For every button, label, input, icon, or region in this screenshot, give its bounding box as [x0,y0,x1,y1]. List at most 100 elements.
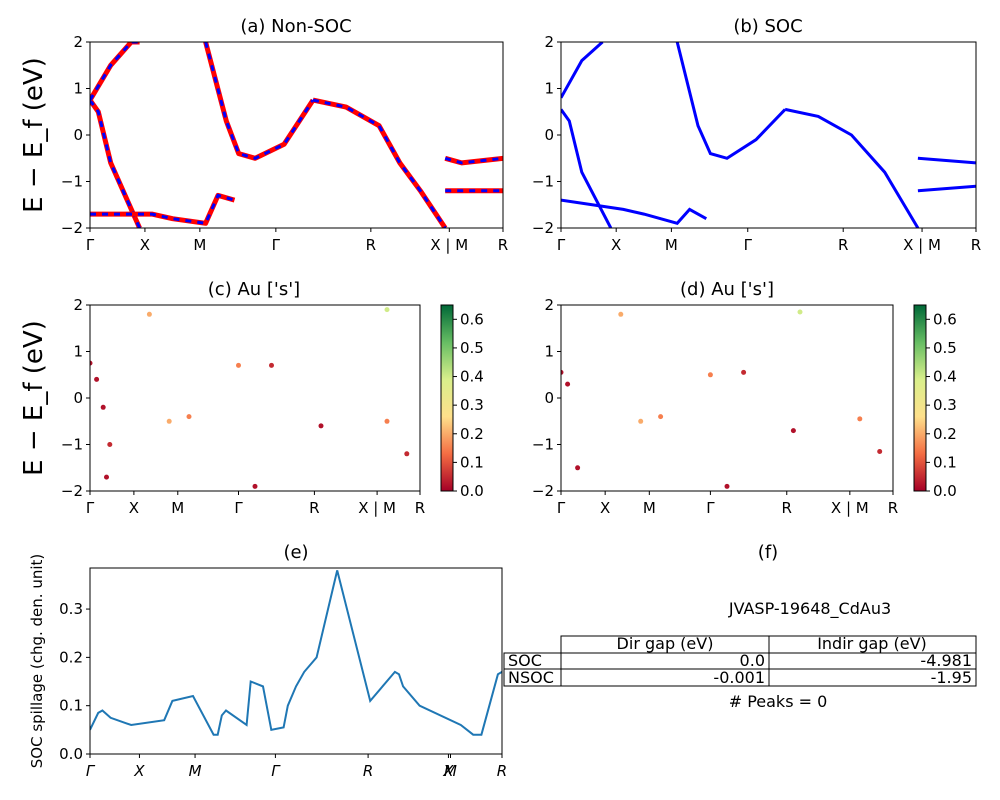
xtick-label: Γ [234,499,243,517]
panel-b-title: (b) SOC [733,16,802,37]
xtick-label: X | M [831,499,869,517]
scatter-point [269,362,274,368]
xtick-label: R [888,499,898,517]
xtick-label: X | M [430,236,468,254]
ytick-label: −1 [532,436,554,454]
scatter-point [318,423,324,429]
scatter-point [104,474,109,480]
colorbar [913,304,927,492]
ytick-label: 0 [544,389,554,407]
xtick-label: X | M [358,499,396,517]
band-line-blue [917,156,976,165]
scatter-point [186,414,192,420]
plot-area-b [561,42,976,228]
scatter-point [877,449,883,454]
xtick-label: Γ [86,762,96,780]
panel-f-table: JVASP-19648_CdAu3 Dir gap (eV) Indir gap… [503,599,977,711]
material-id: JVASP-19648_CdAu3 [728,599,891,619]
xtick-label: M [171,499,184,517]
scatter-point [107,442,113,447]
scatter-point [561,369,564,375]
ytick-label: 0.3 [59,600,83,618]
band-line-blue-dashed [90,193,235,225]
colorbar-label: 0.2 [933,425,957,443]
scatter-point [384,418,390,424]
row-soc-label: SOC [508,651,542,670]
colorbar-label: 0.4 [933,368,957,386]
panel-e: 0.00.10.20.3Γ X M Γ R XM R [59,567,507,780]
ytick-label: −2 [532,482,554,500]
colorbar-label: 0.0 [933,482,957,500]
colorbar-label: 0.2 [460,425,484,443]
xtick-label: M [643,499,656,517]
colorbar-label: 0.1 [933,453,957,471]
xtick-label: R [838,236,848,254]
peaks-count: # Peaks = 0 [729,692,828,711]
panel-d-title: (d) Au ['s'] [680,279,774,300]
panel-f-title: (f) [758,542,778,563]
ytick-label: 0.2 [59,648,83,666]
xtick-label: X [133,762,145,780]
ytick-label: −1 [532,173,554,191]
header-indir-gap: Indir gap (eV) [817,634,927,653]
colorbar-label: 0.6 [460,310,484,328]
row-soc-dir: 0.0 [740,651,765,670]
ytick-label: 1 [73,80,83,98]
xtick-label: R [498,236,508,254]
ytick-label: −2 [61,482,83,500]
panel-e-ylabel: SOC spillage (chg. den. unit) [28,554,46,769]
ytick-label: −2 [532,219,554,237]
colorbar-label: 0.0 [460,482,484,500]
ytick-label: 0.0 [59,745,83,763]
xtick-label: M [193,236,206,254]
ytick-label: 0.1 [59,697,83,715]
scatter-point [252,483,258,489]
xtick-label: X [600,499,610,517]
scatter-point [707,372,713,378]
scatter-point [797,309,803,315]
scatter-point [857,416,863,422]
scatter-point [658,414,664,420]
colorbar-label: 0.6 [933,310,957,328]
scatter-point [404,451,410,457]
scatter-point [100,404,106,410]
colorbar-label: 0.5 [933,339,957,357]
spillage-line [90,570,502,736]
scatter-point [384,307,390,313]
scatter-point [741,369,747,375]
xtick-label: M [665,236,678,254]
band-line-blue [561,42,604,99]
scatter-point [618,311,624,317]
xtick-label: Γ [557,236,566,254]
row-nsoc-indir: -1.95 [931,668,972,687]
panel-a-title: (a) Non-SOC [240,16,351,37]
ytick-label: −1 [61,173,83,191]
ytick-label: 2 [544,296,554,314]
panel-d: 210−1−2Γ X M Γ R X | M R0.60.50.40.30.20.10.0 [532,296,957,517]
scatter-point [146,311,152,317]
band-line-blue-dashed [90,99,141,228]
ytick-label: −2 [61,219,83,237]
band-line-red [90,98,142,228]
xtick-label: R [782,499,792,517]
band-line-blue-dashed [444,156,503,165]
panel-c-ylabel: E − E_f (eV) [19,320,49,476]
axes-frame-a [89,41,504,229]
band-line-blue-dashed [204,42,315,160]
xtick-label: R [309,499,319,517]
plot-area-c [90,307,410,489]
scatter-point [94,376,100,382]
ytick-label: 2 [73,296,83,314]
xtick-label: Γ [557,499,566,517]
xtick-label: X | M [903,236,941,254]
colorbar-label: 0.4 [460,368,484,386]
band-line-blue [561,108,613,228]
band-line-blue-dashed [312,98,447,228]
axes-frame-c [89,304,421,492]
xtick-label: M [189,762,202,780]
colorbar-label: 0.1 [460,453,484,471]
plot-area-e [90,570,502,736]
scatter-point [236,362,241,368]
